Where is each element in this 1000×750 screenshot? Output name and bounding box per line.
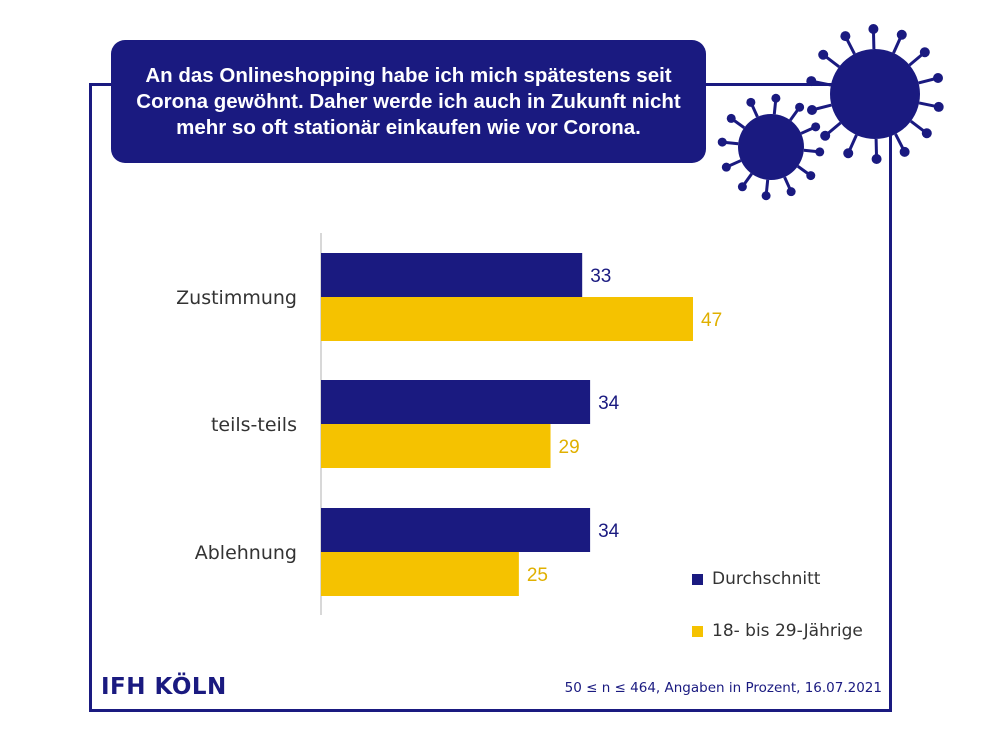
footnote: 50 ≤ n ≤ 464, Angaben in Prozent, 16.07.… [564, 680, 882, 696]
category-label: teils-teils [211, 414, 297, 436]
data-label: 33 [590, 266, 611, 287]
bar-18-29 [321, 552, 519, 596]
data-label: 34 [598, 393, 620, 414]
ifh-koeln-logo: IFH KÖLN [101, 674, 227, 700]
category-label: Zustimmung [176, 287, 297, 309]
data-label: 47 [701, 310, 722, 331]
legend-label: Durchschnitt [712, 569, 821, 589]
data-label: 25 [527, 565, 548, 586]
legend-swatch-gold [692, 625, 703, 637]
legend-swatch-navy [692, 573, 703, 585]
bar-durchschnitt [321, 508, 591, 552]
chart-title: An das Onlineshopping habe ich mich spät… [111, 40, 706, 163]
virus-icon [717, 93, 825, 201]
category-label: Ablehnung [195, 542, 297, 564]
bar-durchschnitt [321, 253, 583, 297]
legend-item-18-29: 18- bis 29-Jährige [692, 621, 863, 641]
virus-icon [806, 24, 944, 164]
legend-label: 18- bis 29-Jährige [712, 621, 863, 641]
bar-durchschnitt [321, 380, 591, 424]
bar-18-29 [321, 297, 693, 341]
legend-item-durchschnitt: Durchschnitt [692, 569, 820, 589]
bar-18-29 [321, 424, 551, 468]
data-label: 34 [598, 521, 620, 542]
data-label: 29 [559, 437, 580, 458]
